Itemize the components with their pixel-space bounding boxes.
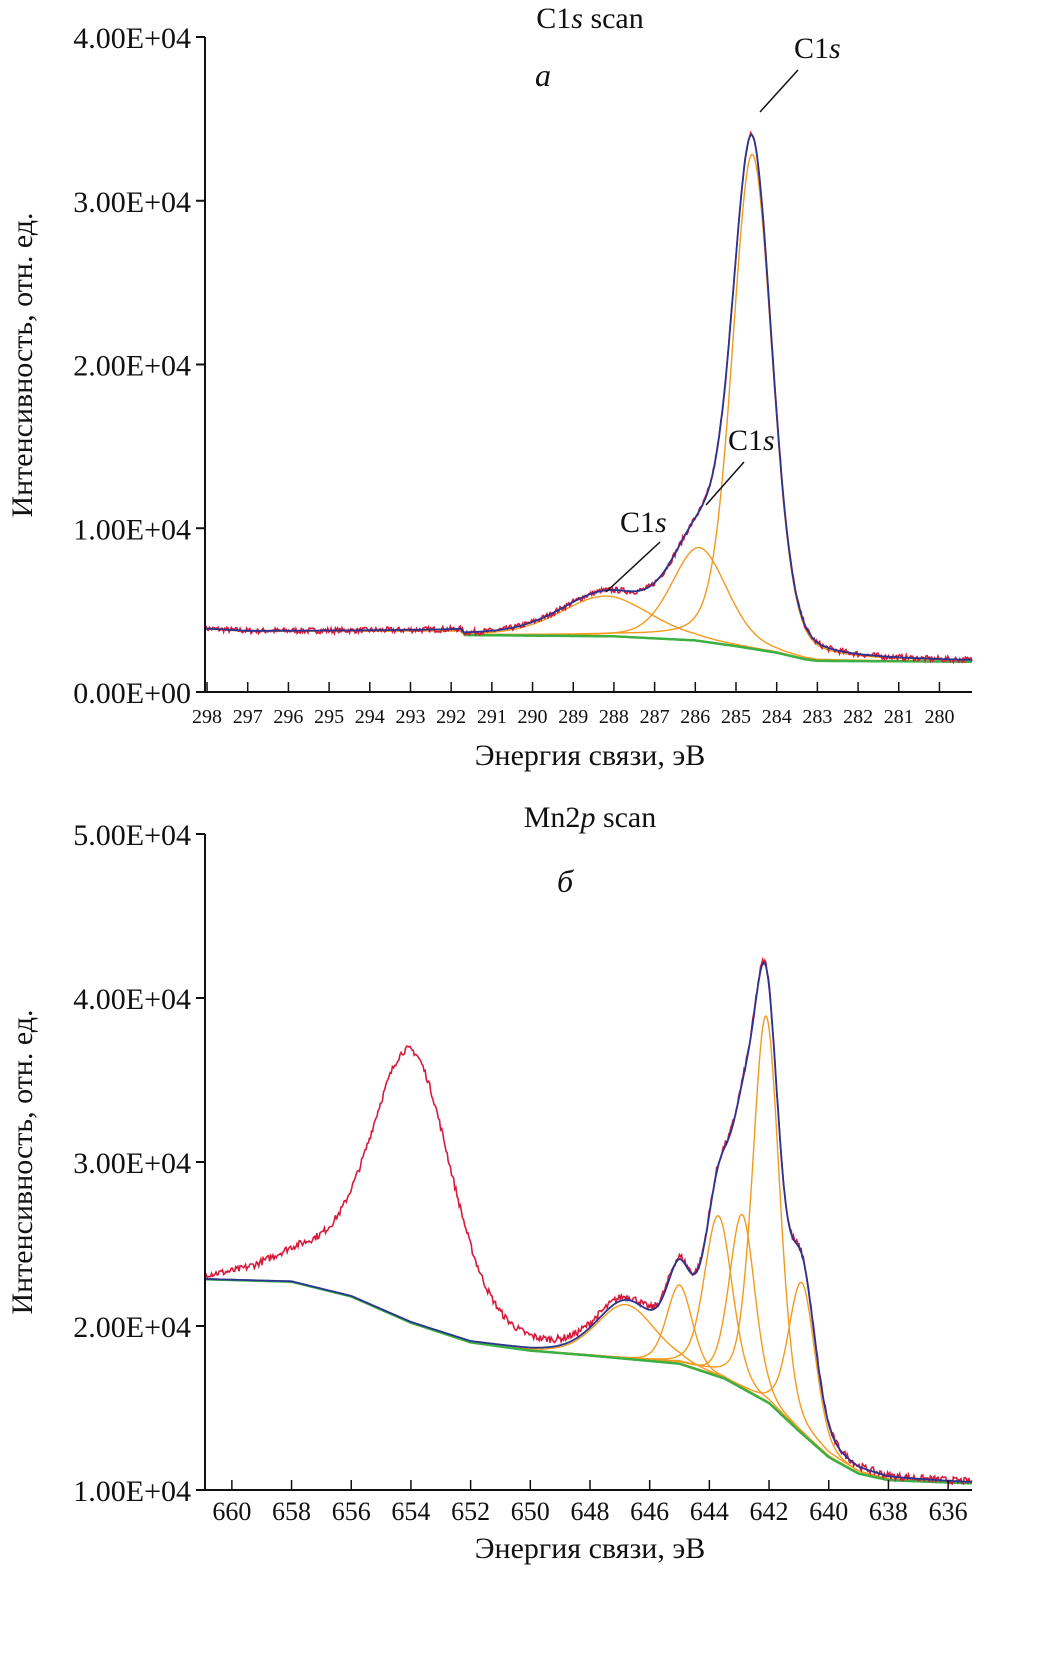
background-line: [205, 1278, 972, 1485]
y-tick-label: 0.00E+00: [73, 677, 191, 710]
annotation-label: C1s: [794, 32, 841, 65]
x-tick-label: 282: [843, 706, 873, 728]
curves: [204, 130, 973, 665]
x-tick-label: 656: [332, 1497, 371, 1526]
background-line: [463, 633, 972, 663]
component-peak-285.9: [205, 546, 972, 663]
x-tick-label: 288: [599, 706, 629, 728]
annotation-leader-line: [759, 69, 799, 113]
x-tick-label: 283: [802, 706, 832, 728]
component-peak-645: [204, 1278, 973, 1485]
axes: 0.00E+00 1.00E+04 2.00E+04 3.00E+04 4.00E+04…: [73, 22, 972, 728]
x-tick-label: 638: [869, 1497, 908, 1526]
x-tick-label: 292: [436, 706, 466, 728]
component-peak-284.6: [204, 153, 972, 661]
panel-title: Mn2p scan: [524, 801, 657, 834]
x-tick-label: 295: [314, 706, 344, 728]
y-tick-label: 3.00E+04: [73, 1147, 191, 1180]
y-tick-label: 4.00E+04: [73, 983, 191, 1016]
y-axis-label: Интенсивность, отн. ед.: [6, 1009, 39, 1314]
component-peak-643.7: [205, 1214, 973, 1484]
component-peak-642.9: [204, 1213, 973, 1484]
fit-envelope-line: [205, 133, 972, 661]
panel-mn2p: Mn2p scan б Энергия связи, эВ Интенсивно…: [6, 801, 973, 1565]
x-tick-label: 636: [929, 1497, 968, 1526]
x-tick-label: 642: [750, 1497, 789, 1526]
x-tick-label: 646: [630, 1497, 669, 1526]
panel-letter: б: [557, 863, 574, 899]
component-peak-640.9: [204, 1278, 972, 1484]
x-tick-label: 652: [451, 1497, 490, 1526]
panel-c1s: C1s scan а Энергия связи, эВ Интенсивнос…: [6, 2, 973, 772]
x-tick-label: 640: [809, 1497, 848, 1526]
panel-letter: а: [535, 57, 551, 93]
x-axis-label: Энергия связи, эВ: [475, 1532, 706, 1565]
x-tick-label: 296: [273, 706, 303, 728]
annotation-leader-line: [605, 541, 661, 593]
y-axis-label: Интенсивность, отн. ед.: [6, 212, 39, 517]
component-peak-642.1: [205, 1014, 973, 1484]
x-axis-label: Энергия связи, эВ: [475, 739, 706, 772]
x-tick-label: 286: [680, 706, 710, 728]
x-tick-label: 644: [690, 1497, 729, 1526]
component-peak-646.8: [205, 1278, 972, 1484]
x-tick-label: 297: [233, 706, 263, 728]
x-tick-label: 290: [518, 706, 548, 728]
raw-spectrum-line: [204, 956, 973, 1486]
y-tick-label: 3.00E+04: [73, 186, 191, 219]
x-tick-label: 284: [762, 706, 792, 728]
annotation-label: C1s: [620, 506, 667, 539]
x-tick-label: 654: [391, 1497, 430, 1526]
y-tick-label: 2.00E+04: [73, 350, 191, 383]
annotation-label: C1s: [728, 424, 775, 457]
y-tick-label: 2.00E+04: [73, 1311, 191, 1344]
x-tick-label: 291: [477, 706, 507, 728]
y-tick-label: 4.00E+04: [73, 22, 191, 55]
x-tick-label: 298: [192, 706, 222, 728]
x-tick-label: 281: [884, 706, 914, 728]
y-tick-label: 1.00E+04: [73, 1475, 191, 1508]
x-tick-label: 648: [570, 1497, 609, 1526]
x-tick-label: 294: [355, 706, 385, 728]
x-tick-label: 658: [272, 1497, 311, 1526]
x-tick-label: 285: [721, 706, 751, 728]
fit-envelope-line: [205, 961, 972, 1483]
annotation-leader-line: [705, 461, 745, 506]
x-tick-label: 287: [640, 706, 670, 728]
x-tick-label: 293: [395, 706, 425, 728]
x-tick-label: 650: [511, 1497, 550, 1526]
x-tick-label: 280: [924, 706, 954, 728]
axes: 1.00E+04 2.00E+04 3.00E+04 4.00E+04 5.00E+04…: [73, 819, 972, 1526]
x-tick-label: 660: [212, 1497, 251, 1526]
x-tick-label: 289: [558, 706, 588, 728]
panel-title: C1s scan: [536, 2, 644, 35]
curves: [204, 956, 973, 1486]
y-tick-label: 1.00E+04: [73, 513, 191, 546]
y-tick-label: 5.00E+04: [73, 819, 191, 852]
raw-spectrum-line: [204, 130, 973, 665]
annotations: C1s C1s C1s: [605, 32, 841, 593]
